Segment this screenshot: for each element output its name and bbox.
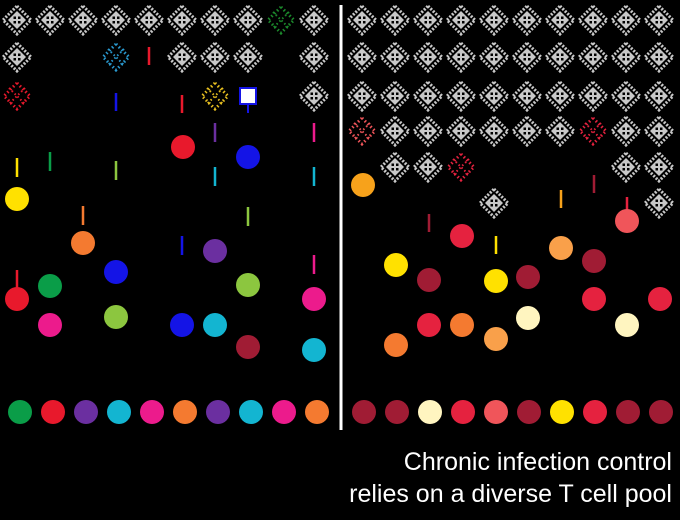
t-cell — [71, 231, 95, 255]
t-cell — [38, 313, 62, 337]
killed-virus — [199, 80, 231, 112]
t-cell — [236, 335, 260, 359]
repertoire-cell — [173, 400, 197, 424]
repertoire-cell — [484, 400, 508, 424]
t-cell — [484, 327, 508, 351]
repertoire-cell — [418, 400, 442, 424]
t-cell — [417, 268, 441, 292]
t-cell — [203, 239, 227, 263]
t-cell — [38, 274, 62, 298]
repertoire-cell — [8, 400, 32, 424]
t-cell — [615, 313, 639, 337]
repertoire-cell — [550, 400, 574, 424]
repertoire-cell — [272, 400, 296, 424]
repertoire-cell — [352, 400, 376, 424]
repertoire-cell — [140, 400, 164, 424]
repertoire-cell — [517, 400, 541, 424]
t-cell — [302, 287, 326, 311]
repertoire-cell — [206, 400, 230, 424]
killed-virus — [1, 80, 33, 112]
t-cell — [104, 305, 128, 329]
killed-virus — [100, 41, 132, 73]
t-cell — [302, 338, 326, 362]
killed-virus — [265, 4, 297, 36]
repertoire-cell — [107, 400, 131, 424]
repertoire-cell — [616, 400, 640, 424]
repertoire-cell — [583, 400, 607, 424]
t-cell — [582, 249, 606, 273]
t-cell — [170, 313, 194, 337]
t-cell — [236, 145, 260, 169]
t-cell — [516, 306, 540, 330]
t-cell — [450, 313, 474, 337]
t-cell — [648, 287, 672, 311]
t-cell — [582, 287, 606, 311]
repertoire-cell — [74, 400, 98, 424]
repertoire-cell — [385, 400, 409, 424]
infected-cell — [239, 87, 257, 105]
t-cell — [549, 236, 573, 260]
t-cell — [203, 313, 227, 337]
t-cell — [351, 173, 375, 197]
t-cell — [5, 187, 29, 211]
t-cell — [417, 313, 441, 337]
repertoire-cell — [649, 400, 673, 424]
t-cell — [5, 287, 29, 311]
t-cell — [450, 224, 474, 248]
killed-virus — [445, 151, 477, 183]
repertoire-cell — [239, 400, 263, 424]
repertoire-cell — [41, 400, 65, 424]
t-cell — [615, 209, 639, 233]
killed-virus — [577, 115, 609, 147]
t-cell — [236, 273, 260, 297]
t-cell — [384, 333, 408, 357]
caption-line: Chronic infection control — [404, 448, 672, 476]
t-cell — [384, 253, 408, 277]
t-cell — [104, 260, 128, 284]
t-cell — [484, 269, 508, 293]
t-cell — [171, 135, 195, 159]
caption-line: relies on a diverse T cell pool — [349, 480, 672, 508]
t-cell — [516, 265, 540, 289]
killed-virus — [346, 115, 378, 147]
repertoire-cell — [451, 400, 475, 424]
repertoire-cell — [305, 400, 329, 424]
